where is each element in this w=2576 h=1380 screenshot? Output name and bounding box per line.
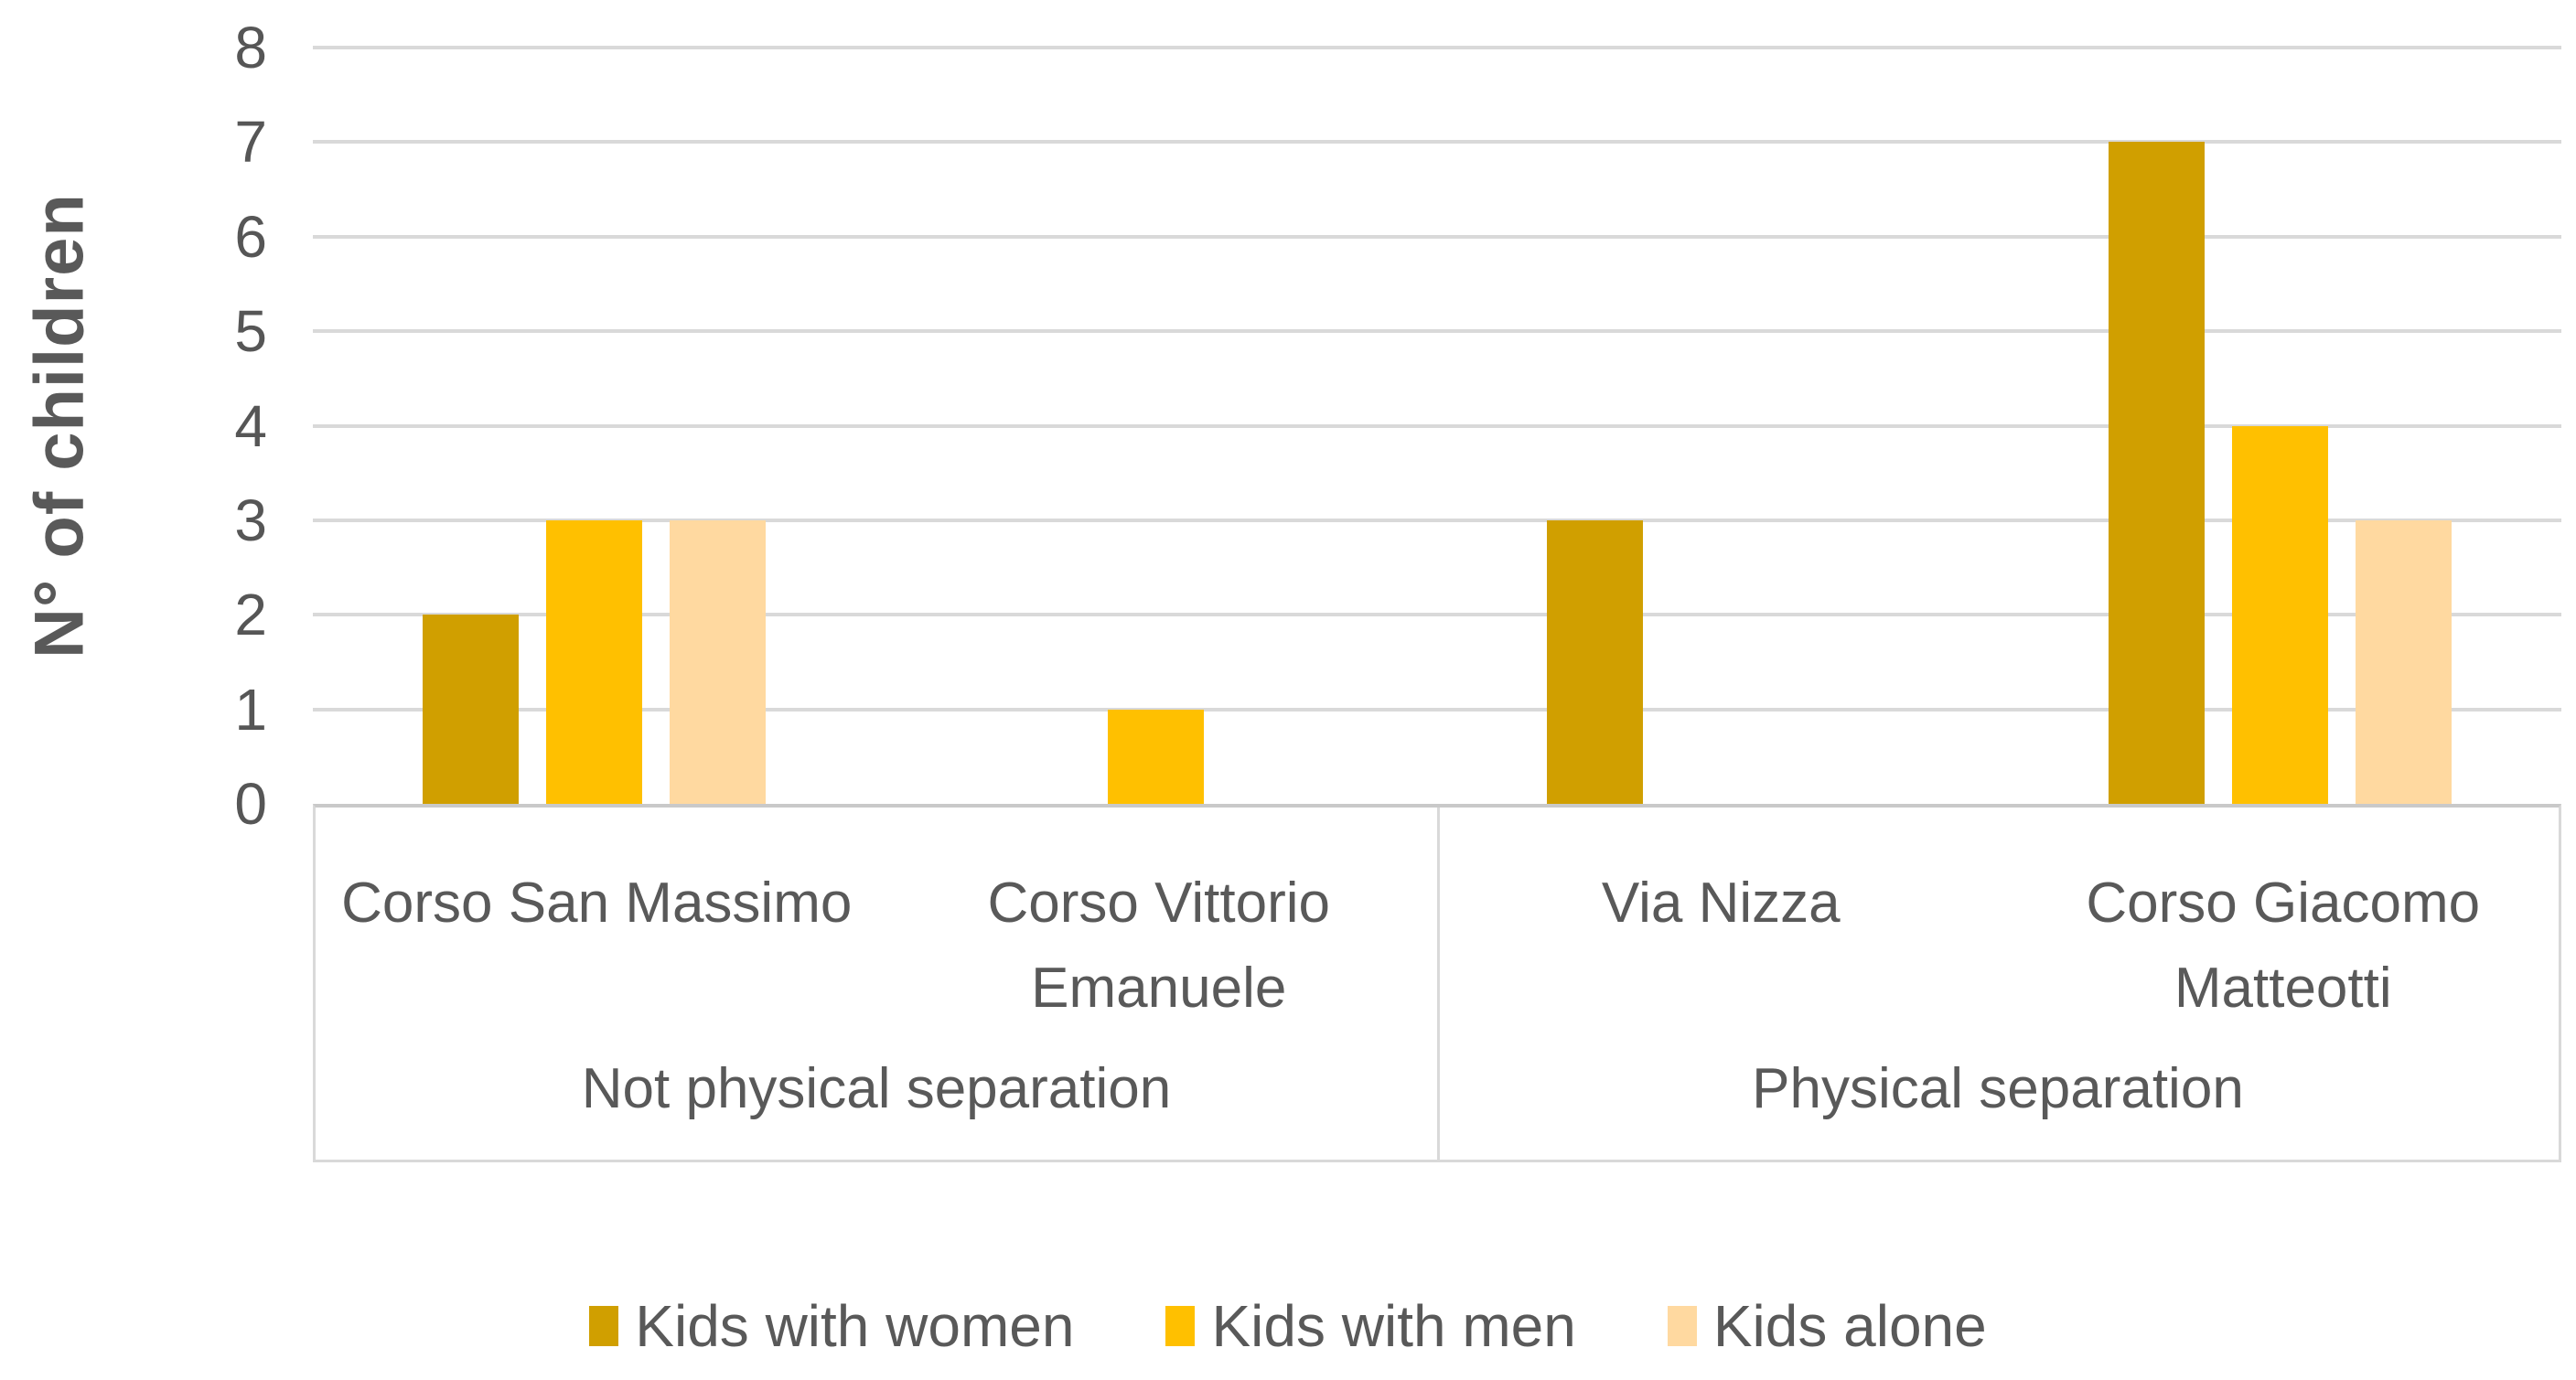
legend-label-kids-alone: Kids alone	[1712, 1293, 1987, 1359]
y-tick-label-3: 3	[234, 487, 267, 553]
y-tick-label-6: 6	[234, 203, 267, 270]
x-axis-label-box: Corso San Massimo Corso Vittorio Emanuele…	[313, 804, 2561, 1162]
bar-kids-with-women-corso-giacomo-matteotti	[2109, 142, 2206, 804]
legend-item-kids-with-men: Kids with men	[1165, 1293, 1576, 1359]
gridline-1	[313, 707, 2561, 711]
bar-kids-with-women-corso-san-massimo	[422, 615, 519, 804]
group-label-not-physical-separation: Not physical separation	[581, 1057, 1172, 1120]
gridline-2	[313, 613, 2561, 617]
category-label-corso-vittorio-emanuele: Corso Vittorio Emanuele	[987, 872, 1330, 1020]
y-tick-label-1: 1	[234, 676, 267, 743]
gridline-4	[313, 423, 2561, 428]
plot-area	[313, 46, 2561, 804]
group-divider-line	[1437, 808, 1440, 1160]
bar-kids-with-men-corso-vittorio-emanuele	[1108, 709, 1205, 804]
group-label-physical-separation: Physical separation	[1752, 1057, 2244, 1120]
gridline-6	[313, 234, 2561, 239]
gridline-5	[313, 329, 2561, 334]
gridline-7	[313, 140, 2561, 144]
y-tick-label-7: 7	[234, 109, 267, 176]
legend-label-kids-with-women: Kids with women	[635, 1293, 1075, 1359]
gridline-8	[313, 46, 2561, 49]
bar-kids-with-women-via-nizza	[1546, 519, 1643, 804]
y-tick-label-4: 4	[234, 392, 267, 459]
bar-kids-alone-corso-giacomo-matteotti	[2356, 519, 2453, 804]
bar-kids-with-men-corso-giacomo-matteotti	[2232, 425, 2329, 804]
legend-item-kids-with-women: Kids with women	[589, 1297, 1074, 1355]
y-tick-label-2: 2	[234, 582, 267, 648]
legend-marker-kids-with-women	[589, 1306, 619, 1346]
legend-label-kids-with-men: Kids with men	[1211, 1293, 1576, 1359]
legend-marker-kids-with-men	[1165, 1306, 1196, 1346]
legend: Kids with women Kids with men Kids alone	[0, 1285, 2576, 1367]
bar-kids-alone-corso-san-massimo	[669, 519, 766, 804]
y-tick-label-5: 5	[234, 298, 267, 365]
category-label-via-nizza: Via Nizza	[1601, 872, 1841, 935]
legend-item-kids-alone: Kids alone	[1667, 1293, 1987, 1359]
category-label-corso-san-massimo: Corso San Massimo	[341, 872, 853, 935]
y-tick-label-0: 0	[234, 771, 267, 837]
legend-marker-kids-alone	[1667, 1306, 1697, 1346]
category-label-corso-giacomo-matteotti: Corso Giacomo Matteotti	[2086, 872, 2481, 1020]
gridline-3	[313, 518, 2561, 522]
bar-kids-with-men-corso-san-massimo	[545, 519, 642, 804]
y-tick-label-8: 8	[234, 15, 267, 80]
